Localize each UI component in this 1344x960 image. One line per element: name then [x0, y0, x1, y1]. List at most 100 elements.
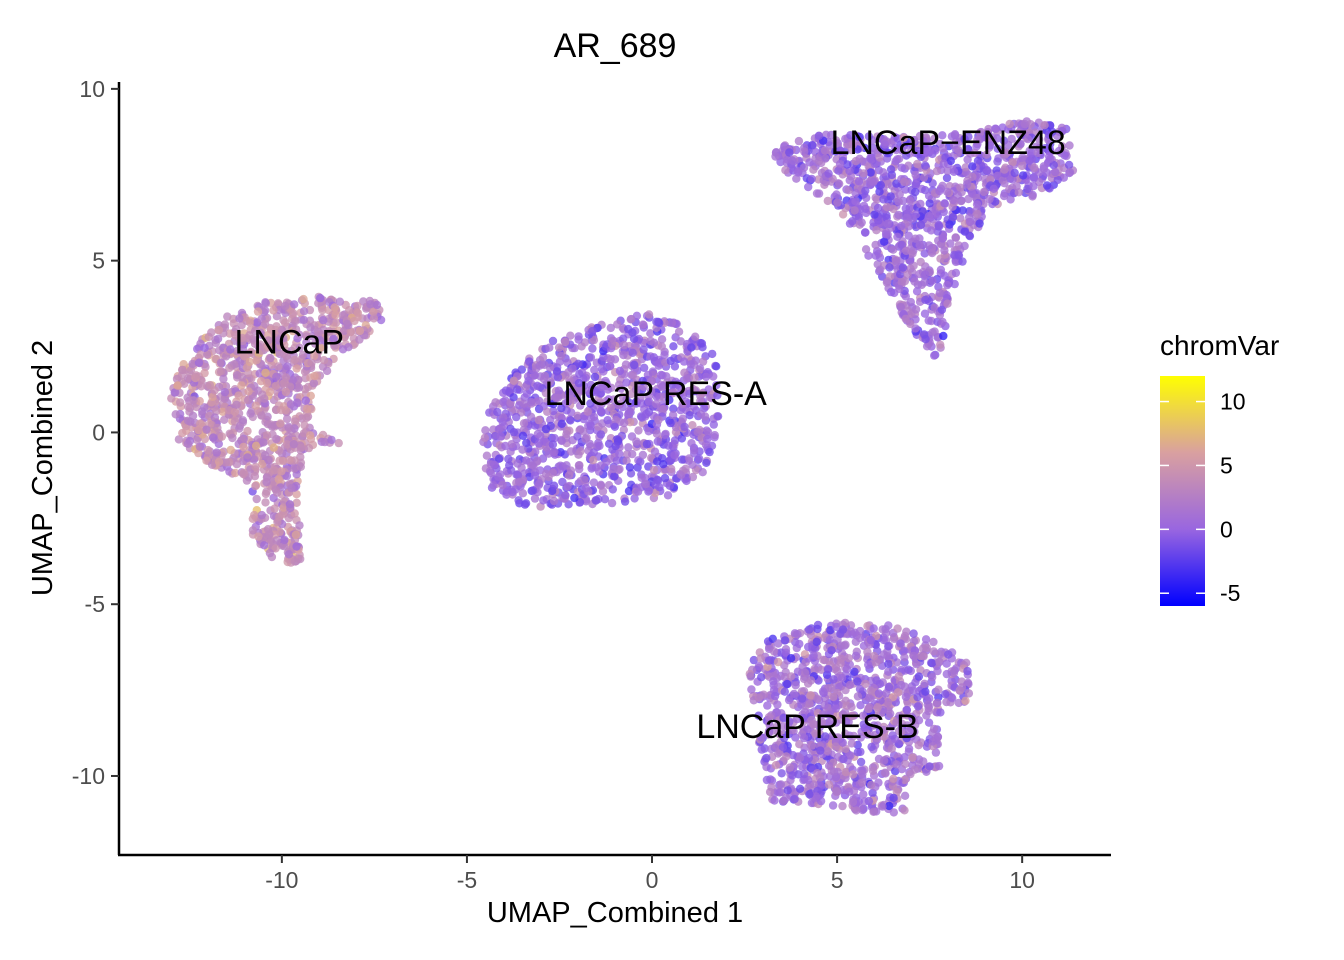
point [232, 347, 242, 356]
point [596, 406, 606, 416]
point [820, 146, 830, 155]
point [871, 240, 880, 250]
point [853, 677, 862, 686]
point [936, 708, 945, 717]
point [934, 221, 943, 230]
point [188, 359, 197, 369]
point [287, 483, 296, 493]
point [334, 438, 343, 448]
point [691, 386, 701, 395]
point [191, 371, 201, 380]
point [1064, 160, 1074, 170]
point [612, 456, 621, 465]
point [282, 471, 292, 481]
point [261, 298, 270, 307]
point [622, 456, 631, 465]
point [512, 412, 521, 422]
point [309, 379, 319, 388]
point [619, 341, 629, 350]
point [867, 780, 876, 790]
point [565, 376, 574, 385]
point [369, 314, 379, 323]
point [521, 499, 531, 508]
point [598, 487, 608, 496]
point [879, 168, 888, 177]
point [777, 769, 786, 778]
point [591, 388, 601, 397]
point [564, 368, 573, 377]
point [685, 389, 694, 398]
point [557, 351, 566, 361]
point [889, 808, 898, 817]
point [213, 423, 222, 433]
point [584, 386, 593, 396]
y-tick-label: -10 [72, 763, 105, 789]
point [666, 418, 675, 428]
point [607, 498, 617, 508]
point [807, 174, 816, 184]
point [1065, 141, 1074, 150]
point [570, 493, 579, 503]
point [883, 219, 892, 228]
point [283, 440, 292, 449]
point [589, 455, 598, 465]
point [781, 166, 790, 175]
point [194, 425, 203, 435]
point [960, 241, 969, 251]
point [625, 407, 634, 416]
point [267, 360, 276, 369]
point [921, 270, 930, 279]
point [318, 305, 327, 315]
point [668, 380, 677, 390]
cluster-label: LNCaP−ENZ48 [830, 124, 1065, 162]
point [171, 388, 180, 397]
point [282, 414, 292, 424]
point [972, 200, 982, 209]
point [859, 790, 868, 799]
point [920, 309, 930, 318]
point [781, 636, 790, 645]
point [816, 746, 825, 755]
point [798, 662, 807, 671]
point [281, 373, 291, 382]
point [274, 475, 283, 484]
point [230, 360, 239, 369]
point [883, 652, 892, 661]
point [249, 455, 259, 464]
point [279, 541, 289, 551]
point [746, 672, 755, 681]
point [289, 309, 298, 318]
point [998, 176, 1007, 185]
point [900, 791, 910, 800]
point [710, 431, 719, 440]
point [916, 199, 925, 209]
point [943, 280, 952, 290]
point [290, 300, 299, 309]
point [591, 496, 601, 505]
point [284, 424, 293, 433]
point [879, 756, 889, 765]
point [880, 768, 890, 777]
point [804, 642, 813, 652]
x-tick-label: 0 [646, 867, 659, 893]
point [838, 801, 847, 811]
point [893, 624, 902, 633]
point [273, 517, 282, 527]
point [613, 320, 622, 329]
point [668, 388, 677, 397]
point [626, 399, 635, 408]
point [782, 752, 791, 761]
point [630, 360, 639, 370]
point [784, 695, 794, 705]
point [904, 665, 913, 674]
point [629, 334, 639, 343]
point [652, 399, 661, 409]
point [669, 342, 678, 351]
point [295, 343, 304, 352]
point [248, 514, 257, 523]
point [518, 431, 528, 440]
point [871, 251, 880, 260]
point [901, 692, 911, 702]
point [824, 169, 833, 178]
point [331, 310, 340, 320]
